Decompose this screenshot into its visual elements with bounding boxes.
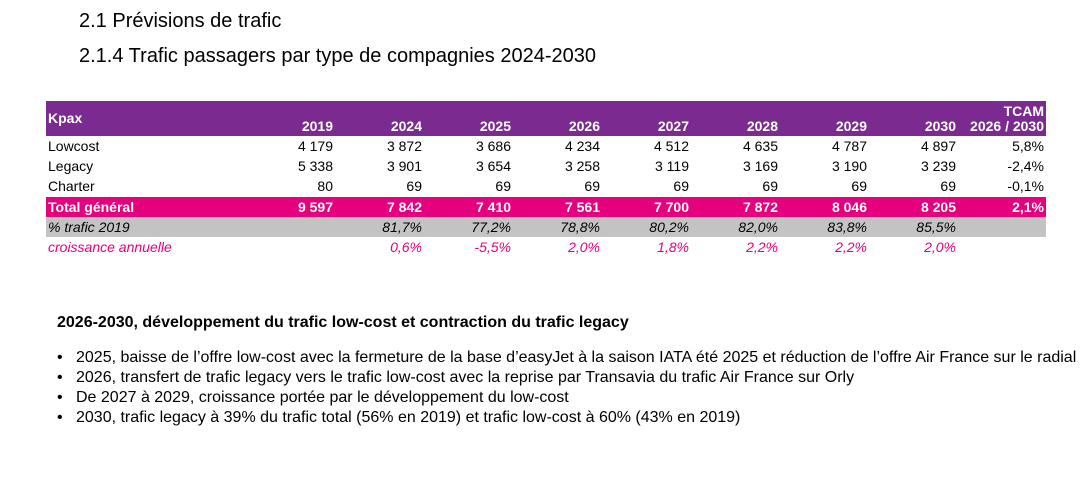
cell-tcam xyxy=(958,237,1046,257)
cell-value: 4 512 xyxy=(653,138,689,154)
header-year: 2024 xyxy=(335,101,424,136)
cell-value: 69 xyxy=(406,178,422,194)
traffic-table: Kpax 2019 2024 2025 2026 2027 2028 2029 … xyxy=(46,101,1046,257)
cell-value: 69 xyxy=(495,178,511,194)
cell-value: 81,7% xyxy=(335,217,424,237)
header-year: 2025 xyxy=(424,101,513,136)
cell-value: 69 xyxy=(851,178,867,194)
header-year: 2027 xyxy=(602,101,691,136)
cell-value: 3 190 xyxy=(831,158,867,174)
cell-value: 4 787 xyxy=(831,138,867,154)
cell-value: 7 700 xyxy=(602,196,691,217)
cell-value: 69 xyxy=(940,178,956,194)
bullet-icon: • xyxy=(57,349,63,366)
table-row-total: Total général 9 597 7 842 7 410 7 561 7 … xyxy=(46,196,1046,217)
cell-tcam: 5,8% xyxy=(1012,138,1044,154)
cell-value: 3 119 xyxy=(655,158,689,174)
cell-value: 4 635 xyxy=(742,138,778,154)
cell-tcam: -0,1% xyxy=(1007,178,1044,194)
cell-value: 4 897 xyxy=(920,138,956,154)
list-item: • 2026, transfert de trafic legacy vers … xyxy=(52,368,1082,388)
analysis-title: 2026-2030, développement du trafic low-c… xyxy=(57,314,629,331)
bullet-text: 2025, baisse de l’offre low-cost avec la… xyxy=(76,349,1077,366)
header-year: 2028 xyxy=(691,101,780,136)
table-row-legacy: Legacy 5 338 3 901 3 654 3 258 3 119 3 1… xyxy=(46,156,1046,176)
row-label: Legacy xyxy=(48,158,94,174)
bullet-icon: • xyxy=(57,369,63,386)
cell-value: 7 561 xyxy=(513,196,602,217)
cell-value: 3 686 xyxy=(475,138,511,154)
header-year: 2030 xyxy=(869,101,958,136)
cell-value: 83,8% xyxy=(780,217,869,237)
cell-value: 7 842 xyxy=(335,196,424,217)
list-item: • De 2027 à 2029, croissance portée par … xyxy=(52,388,1082,408)
cell-value: 69 xyxy=(762,178,778,194)
cell-value: 80 xyxy=(317,178,333,194)
cell-value: 3 239 xyxy=(920,158,956,174)
row-label: Lowcost xyxy=(48,138,100,154)
table-row-growth: croissance annuelle 0,6% -5,5% 2,0% 1,8%… xyxy=(46,237,1046,257)
bullet-text: 2026, transfert de trafic legacy vers le… xyxy=(76,369,855,386)
row-label: % trafic 2019 xyxy=(46,217,246,237)
table-row-lowcost: Lowcost 4 179 3 872 3 686 4 234 4 512 4 … xyxy=(46,136,1046,156)
cell-value: 2,2% xyxy=(835,239,867,255)
bullet-text: De 2027 à 2029, croissance portée par le… xyxy=(76,389,569,406)
cell-value: 0,6% xyxy=(390,239,422,255)
header-year: 2026 xyxy=(513,101,602,136)
cell-value: 7 410 xyxy=(424,196,513,217)
header-tcam-line2: 2026 / 2030 xyxy=(970,118,1044,134)
cell-value: 77,2% xyxy=(424,217,513,237)
cell-value: 2,2% xyxy=(746,239,778,255)
cell-value: 2,0% xyxy=(568,239,600,255)
header-year: 2029 xyxy=(780,101,869,136)
cell-value: 80,2% xyxy=(602,217,691,237)
row-label: Total général xyxy=(46,196,246,217)
cell-value: 8 205 xyxy=(869,196,958,217)
cell-tcam: -2,4% xyxy=(1007,158,1044,174)
subsection-heading: 2.1.4 Trafic passagers par type de compa… xyxy=(79,45,596,67)
cell-value: 82,0% xyxy=(691,217,780,237)
row-label: croissance annuelle xyxy=(48,239,172,255)
cell-value: 3 169 xyxy=(742,158,778,174)
cell-value: 4 179 xyxy=(297,138,333,154)
cell-value: 1,8% xyxy=(657,239,689,255)
table-row-pct-2019: % trafic 2019 81,7% 77,2% 78,8% 80,2% 82… xyxy=(46,217,1046,237)
cell-tcam: 2,1% xyxy=(958,196,1046,217)
bullet-icon: • xyxy=(57,389,63,406)
section-heading: 2.1 Prévisions de trafic xyxy=(79,10,282,32)
header-label: Kpax xyxy=(46,101,246,136)
table-row-charter: Charter 80 69 69 69 69 69 69 69 -0,1% xyxy=(46,176,1046,197)
header-tcam: TCAM 2026 / 2030 xyxy=(958,101,1046,136)
list-item: • 2030, trafic legacy à 39% du trafic to… xyxy=(52,408,1082,428)
cell-value: 4 234 xyxy=(564,138,600,154)
table-header-row: Kpax 2019 2024 2025 2026 2027 2028 2029 … xyxy=(46,101,1046,136)
cell-value: 69 xyxy=(584,178,600,194)
cell-value: 5 338 xyxy=(297,158,333,174)
bullet-text: 2030, trafic legacy à 39% du trafic tota… xyxy=(76,409,741,426)
cell-value: 8 046 xyxy=(780,196,869,217)
cell-value: 3 901 xyxy=(386,158,422,174)
cell-value: 69 xyxy=(673,178,689,194)
row-label: Charter xyxy=(48,178,95,194)
list-item: • 2025, baisse de l’offre low-cost avec … xyxy=(52,348,1082,368)
cell-value: 7 872 xyxy=(691,196,780,217)
bullet-icon: • xyxy=(57,409,63,426)
header-tcam-line1: TCAM xyxy=(1003,103,1044,119)
cell-value: 3 872 xyxy=(386,138,422,154)
cell-value: 2,0% xyxy=(924,239,956,255)
cell-value: -5,5% xyxy=(474,239,511,255)
cell-value: 78,8% xyxy=(513,217,602,237)
cell-value: 3 654 xyxy=(475,158,511,174)
cell-tcam xyxy=(958,217,1046,237)
cell-value: 85,5% xyxy=(869,217,958,237)
header-year: 2019 xyxy=(246,101,335,136)
analysis-bullet-list: • 2025, baisse de l’offre low-cost avec … xyxy=(52,348,1082,428)
cell-value: 9 597 xyxy=(246,196,335,217)
cell-value xyxy=(246,237,335,257)
cell-value xyxy=(246,217,335,237)
cell-value: 3 258 xyxy=(564,158,600,174)
